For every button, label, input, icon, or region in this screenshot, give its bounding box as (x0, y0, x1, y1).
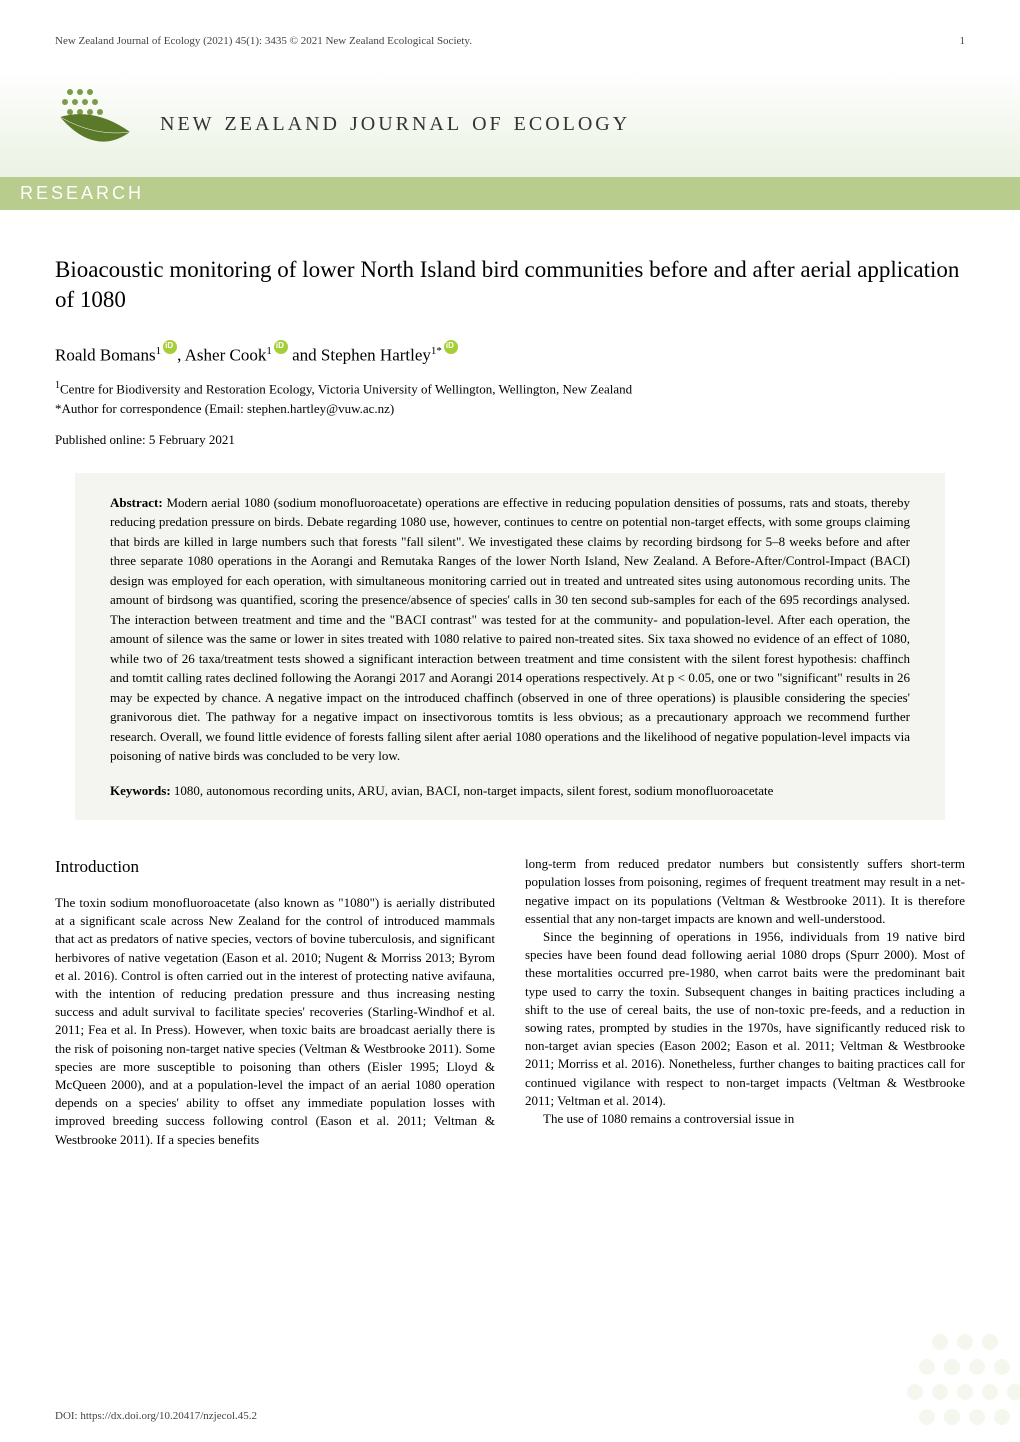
author-2-sup: 1 (266, 345, 272, 357)
keywords-paragraph: Keywords: 1080, autonomous recording uni… (110, 781, 910, 801)
body-paragraph: The toxin sodium monofluoroacetate (also… (55, 894, 495, 1149)
author-3: Stephen Hartley (321, 345, 431, 364)
citation-text: New Zealand Journal of Ecology (2021) 45… (55, 35, 472, 47)
section-label-bar: RESEARCH (0, 177, 1020, 210)
banner-top: new zealand journal of ecology (55, 82, 965, 177)
article-title: Bioacoustic monitoring of lower North Is… (55, 255, 965, 315)
abstract-label: Abstract: (110, 495, 163, 510)
author-2: Asher Cook (185, 345, 267, 364)
affiliation-text: Centre for Biodiversity and Restoration … (60, 382, 632, 397)
author-line: Roald Bomans1, Asher Cook1 and Stephen H… (55, 340, 965, 366)
correspondence: *Author for correspondence (Email: steph… (55, 401, 965, 417)
affiliation: 1Centre for Biodiversity and Restoration… (55, 380, 965, 397)
sep: and (288, 345, 321, 364)
body-paragraph: long-term from reduced predator numbers … (525, 855, 965, 928)
page: New Zealand Journal of Ecology (2021) 45… (0, 0, 1020, 1442)
published-date: Published online: 5 February 2021 (55, 432, 965, 448)
journal-banner: new zealand journal of ecology RESEARCH (0, 72, 1020, 210)
author-1: Roald Bomans (55, 345, 156, 364)
background-decoration-icon (820, 1242, 1020, 1442)
abstract-box: Abstract: Modern aerial 1080 (sodium mon… (75, 473, 945, 821)
orcid-icon (444, 340, 458, 354)
keywords-label: Keywords: (110, 783, 171, 798)
journal-logo-icon (55, 82, 135, 162)
column-left: Introduction The toxin sodium monofluoro… (55, 855, 495, 1148)
orcid-icon (163, 340, 177, 354)
sep: , (177, 345, 185, 364)
body-columns: Introduction The toxin sodium monofluoro… (55, 855, 965, 1148)
page-number: 1 (960, 35, 966, 47)
abstract-paragraph: Abstract: Modern aerial 1080 (sodium mon… (110, 493, 910, 766)
author-1-sup: 1 (156, 345, 162, 357)
body-paragraph: The use of 1080 remains a controversial … (525, 1110, 965, 1128)
introduction-heading: Introduction (55, 855, 495, 879)
body-paragraph: Since the beginning of operations in 195… (525, 928, 965, 1110)
running-header: New Zealand Journal of Ecology (2021) 45… (55, 35, 965, 47)
column-right: long-term from reduced predator numbers … (525, 855, 965, 1148)
journal-title: new zealand journal of ecology (160, 106, 630, 138)
doi-line: DOI: https://dx.doi.org/10.20417/nzjecol… (55, 1410, 257, 1422)
abstract-text: Modern aerial 1080 (sodium monofluoroace… (110, 495, 910, 764)
orcid-icon (274, 340, 288, 354)
author-3-sup: 1* (431, 345, 442, 357)
keywords-text: 1080, autonomous recording units, ARU, a… (174, 783, 773, 798)
